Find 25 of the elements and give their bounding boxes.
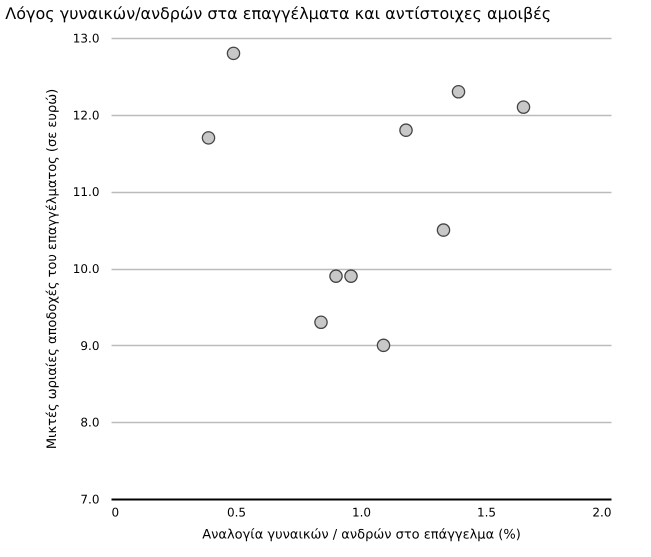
point xyxy=(376,338,390,352)
x-tick-label: 1.0 xyxy=(352,506,372,520)
point xyxy=(344,269,358,283)
y-tick-label: 8.0 xyxy=(80,416,100,430)
y-axis-title: Μικτές ωριαίες αποδοχές του επαγγέλματος (σε ευρώ) xyxy=(44,88,60,450)
x-tick-label: 0 xyxy=(112,506,120,520)
point xyxy=(452,85,466,99)
x-axis-title: Αναλογία γυναικών / ανδρών στο επάγγελμα (%) xyxy=(202,528,521,542)
y-tick-label: 10.0 xyxy=(72,262,100,276)
chart-title: Λόγος γυναικών/ανδρών στα επαγγέλματα και αντίστοιχες αμοιβές xyxy=(5,4,552,23)
y-tick-label: 7.0 xyxy=(80,492,100,506)
y-tick-label: 13.0 xyxy=(72,32,100,46)
point xyxy=(516,100,530,114)
point xyxy=(202,131,216,145)
y-tick-label: 12.0 xyxy=(72,108,100,122)
point xyxy=(399,123,413,137)
point xyxy=(314,316,328,330)
x-tick-label: 0.5 xyxy=(226,506,246,520)
y-tick-label: 9.0 xyxy=(80,338,100,353)
point xyxy=(226,46,240,60)
point xyxy=(329,269,343,283)
x-tick-label: 2.0 xyxy=(592,506,612,520)
y-tick-label: 11.0 xyxy=(72,185,100,200)
point xyxy=(436,223,450,237)
x-tick-label: 1.5 xyxy=(476,506,496,520)
